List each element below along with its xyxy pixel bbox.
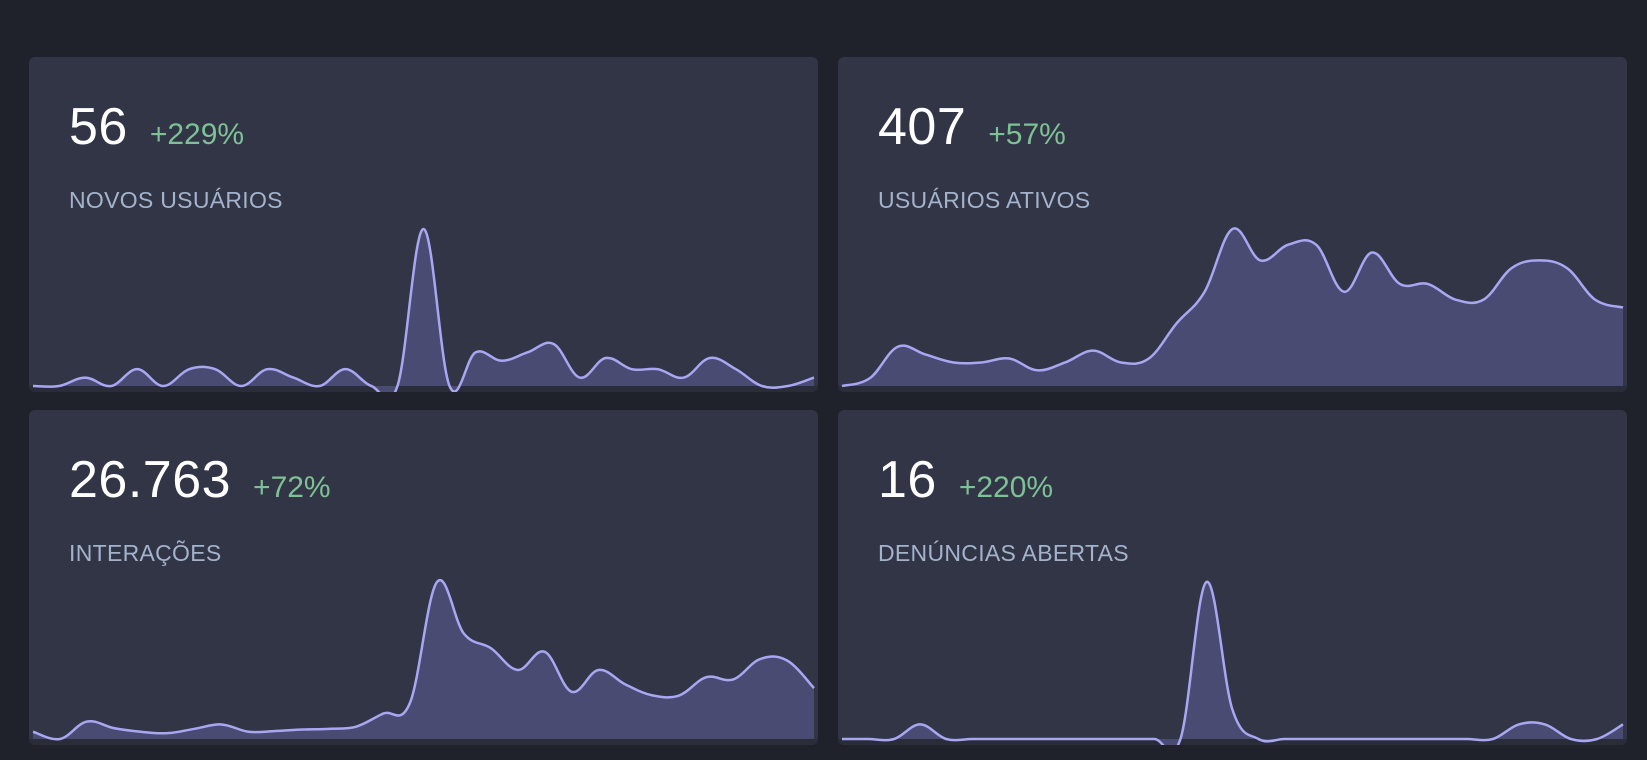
stat-header: 56 +229% [69,97,244,157]
sparkline-area [33,580,814,740]
sparkline-chart [841,580,1624,745]
sparkline-line [841,227,1624,388]
card-baseline [838,739,1627,745]
sparkline-area [33,229,814,392]
sparkline-area [842,228,1623,386]
card-baseline [838,386,1627,392]
sparkline-line [841,580,1624,745]
card-baseline [29,386,818,392]
stat-delta: +72% [253,471,331,504]
stat-label: NOVOS USUÁRIOS [69,187,283,213]
stat-delta: +57% [988,118,1066,151]
card-baseline [29,739,818,745]
stat-header: 407 +57% [878,97,1066,157]
stat-card-open-reports[interactable]: 16 +220% DENÚNCIAS ABERTAS [838,410,1627,745]
stat-card-active-users[interactable]: 407 +57% USUÁRIOS ATIVOS [838,57,1627,392]
stat-value: 16 [878,451,937,509]
stat-header: 26.763 +72% [69,450,331,510]
sparkline-line [32,227,815,392]
stat-delta: +229% [149,118,245,151]
stat-value: 407 [878,98,967,156]
stat-header: 16 +220% [878,450,1053,510]
dashboard-grid: 56 +229% NOVOS USUÁRIOS 407 +57% USUÁRIO… [29,57,1627,745]
sparkline-line [32,578,815,741]
stat-value: 26.763 [69,451,232,509]
stat-label: USUÁRIOS ATIVOS [878,187,1091,213]
stat-card-new-users[interactable]: 56 +229% NOVOS USUÁRIOS [29,57,818,392]
sparkline-chart [32,227,815,392]
stat-value: 56 [69,98,128,156]
stat-delta: +220% [958,471,1054,504]
stat-label: INTERAÇÕES [69,540,222,566]
stat-card-interactions[interactable]: 26.763 +72% INTERAÇÕES [29,410,818,745]
sparkline-chart [841,227,1624,388]
sparkline-area [842,581,1623,745]
stat-label: DENÚNCIAS ABERTAS [878,540,1129,566]
sparkline-chart [32,578,815,741]
